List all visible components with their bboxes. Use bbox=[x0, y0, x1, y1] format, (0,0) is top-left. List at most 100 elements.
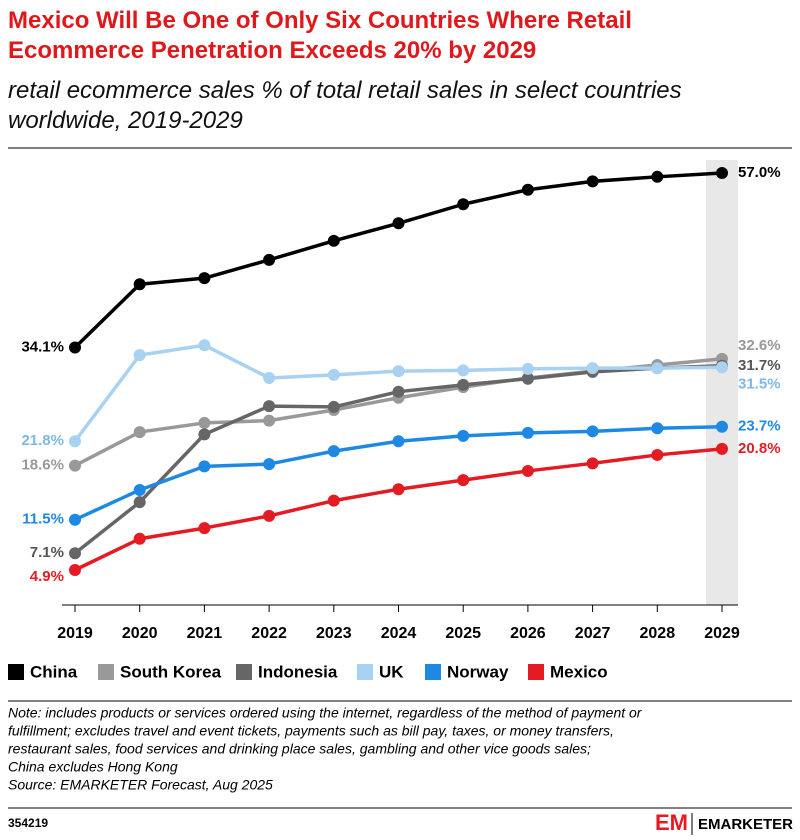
value-label: 57.0% bbox=[738, 164, 781, 181]
note-line: China excludes Hong Kong bbox=[8, 759, 178, 775]
data-point bbox=[457, 378, 470, 391]
data-point bbox=[521, 183, 534, 196]
data-point bbox=[651, 362, 664, 375]
x-tick-label: 2028 bbox=[640, 625, 676, 642]
data-point bbox=[586, 457, 599, 470]
data-point bbox=[521, 426, 534, 439]
series-line bbox=[73, 171, 723, 349]
data-point bbox=[392, 365, 405, 378]
x-tick-label: 2029 bbox=[704, 625, 740, 642]
data-point bbox=[586, 425, 599, 438]
value-label: 7.1% bbox=[30, 544, 64, 561]
chart-id: 354219 bbox=[8, 816, 48, 830]
data-point bbox=[198, 416, 211, 429]
data-point bbox=[133, 278, 146, 291]
data-point bbox=[392, 435, 405, 448]
legend-label: China bbox=[30, 662, 78, 681]
x-tick-label: 2020 bbox=[122, 625, 158, 642]
data-point bbox=[716, 420, 728, 433]
data-point bbox=[69, 459, 81, 472]
logo-mark: EM bbox=[655, 810, 688, 835]
data-point bbox=[133, 496, 146, 509]
data-point bbox=[327, 494, 340, 507]
data-point bbox=[392, 217, 405, 230]
legend-swatch bbox=[357, 664, 373, 680]
data-point bbox=[133, 426, 146, 439]
legend-label: Indonesia bbox=[258, 662, 338, 681]
chart-title: Mexico Will Be One of Only Six Countries… bbox=[8, 7, 632, 64]
data-point bbox=[133, 532, 146, 545]
legend-label: Norway bbox=[447, 662, 509, 681]
legend-swatch bbox=[8, 664, 24, 680]
value-label: 31.7% bbox=[738, 357, 781, 374]
legend-label: South Korea bbox=[120, 662, 222, 681]
data-point bbox=[651, 422, 664, 435]
x-tick-label: 2023 bbox=[316, 625, 352, 642]
value-label: 21.8% bbox=[21, 432, 64, 449]
data-point bbox=[198, 272, 211, 285]
note-line: Note: includes products or services orde… bbox=[8, 705, 643, 721]
data-point bbox=[392, 385, 405, 398]
data-point bbox=[586, 175, 599, 188]
value-label: 18.6% bbox=[21, 457, 64, 474]
data-point bbox=[327, 400, 340, 413]
data-point bbox=[521, 362, 534, 375]
data-point bbox=[392, 483, 405, 496]
legend-swatch bbox=[528, 664, 544, 680]
data-point bbox=[716, 361, 728, 374]
note-line: Source: EMARKETER Forecast, Aug 2025 bbox=[8, 777, 273, 793]
data-point bbox=[263, 414, 276, 427]
value-label: 34.1% bbox=[21, 338, 64, 355]
data-point bbox=[198, 428, 211, 441]
data-point bbox=[69, 513, 81, 526]
x-tick-label: 2019 bbox=[57, 625, 93, 642]
legend-label: UK bbox=[379, 662, 404, 681]
forecast-shade bbox=[706, 160, 738, 605]
x-tick-label: 2022 bbox=[251, 625, 287, 642]
logo-text: EMARKETER bbox=[698, 816, 793, 833]
value-label: 4.9% bbox=[30, 568, 64, 585]
data-point bbox=[69, 341, 81, 354]
legend-swatch bbox=[425, 664, 441, 680]
x-tick-label: 2027 bbox=[575, 625, 611, 642]
data-point bbox=[69, 547, 81, 560]
data-point bbox=[263, 400, 276, 413]
value-label: 20.8% bbox=[738, 440, 781, 457]
data-point bbox=[69, 435, 81, 448]
legend-swatch bbox=[236, 664, 252, 680]
data-point bbox=[327, 368, 340, 381]
data-point bbox=[521, 464, 534, 477]
legend-label: Mexico bbox=[550, 662, 608, 681]
data-point bbox=[651, 170, 664, 183]
data-point bbox=[198, 339, 211, 352]
data-point bbox=[263, 371, 276, 384]
data-point bbox=[457, 198, 470, 211]
data-point bbox=[521, 372, 534, 385]
data-point bbox=[586, 362, 599, 375]
data-point bbox=[327, 445, 340, 458]
data-point bbox=[716, 167, 728, 179]
data-point bbox=[457, 429, 470, 442]
value-label: 23.7% bbox=[738, 418, 781, 435]
data-point bbox=[651, 448, 664, 461]
data-point bbox=[198, 460, 211, 473]
value-label: 11.5% bbox=[22, 511, 64, 528]
data-point bbox=[716, 442, 728, 455]
data-point bbox=[133, 483, 146, 496]
note-line: fulfillment; excludes travel and event t… bbox=[8, 723, 614, 739]
x-tick-label: 2024 bbox=[381, 625, 417, 642]
data-point bbox=[198, 522, 211, 535]
data-point bbox=[263, 458, 276, 471]
x-tick-label: 2026 bbox=[510, 625, 546, 642]
x-tick-label: 2021 bbox=[187, 625, 223, 642]
value-label: 32.6% bbox=[738, 337, 781, 354]
data-point bbox=[69, 564, 81, 576]
data-point bbox=[133, 349, 146, 362]
value-label: 31.5% bbox=[738, 375, 781, 392]
data-point bbox=[457, 474, 470, 487]
data-point bbox=[457, 364, 470, 377]
chart-subtitle: retail ecommerce sales % of total retail… bbox=[8, 77, 682, 134]
x-tick-label: 2025 bbox=[445, 625, 481, 642]
